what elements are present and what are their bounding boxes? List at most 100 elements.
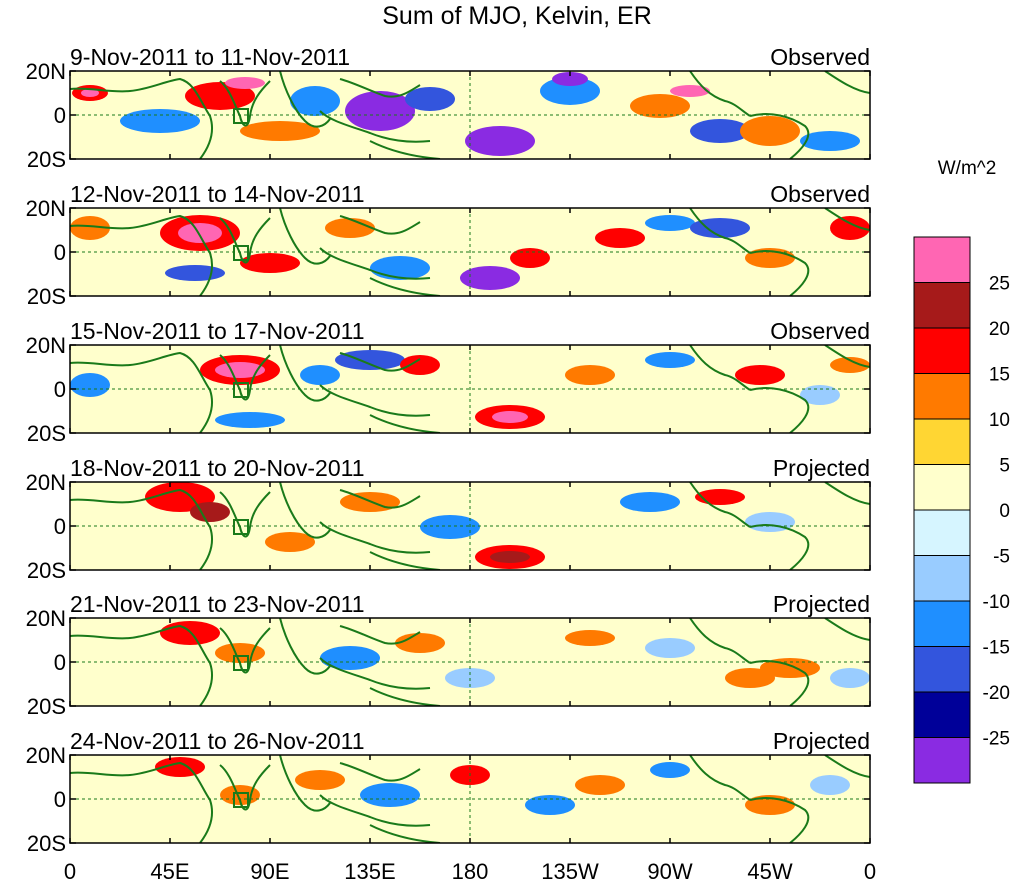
anomaly-contour	[215, 412, 285, 428]
coastline	[279, 755, 331, 812]
anomaly-contour	[670, 85, 710, 97]
longitude-tick-label: 180	[452, 859, 489, 884]
colorbar-tick-label: 0	[999, 501, 1010, 522]
anomaly-contour	[525, 795, 575, 815]
map-panel: 24-Nov-2011 to 26-Nov-2011 Projected 20N 0 2…	[26, 728, 871, 856]
anomaly-contour	[405, 87, 455, 111]
latitude-tick-label: 20N	[26, 196, 66, 221]
coastline	[824, 345, 870, 368]
anomaly-contour	[465, 126, 535, 156]
colorbar-units: W/m^2	[938, 158, 997, 179]
colorbar-swatch	[913, 464, 971, 511]
coastline	[824, 755, 870, 778]
region-box	[233, 108, 249, 124]
coastline	[279, 345, 331, 402]
colorbar-tick-label: 15	[989, 365, 1010, 386]
anomaly-contour	[540, 77, 600, 105]
region-box	[233, 792, 249, 808]
coastline	[70, 761, 213, 843]
latitude-tick-label: 0	[54, 103, 66, 128]
coastline	[219, 217, 271, 264]
colorbar-swatch	[913, 646, 971, 693]
coastline	[339, 489, 421, 509]
coastline	[689, 208, 751, 254]
anomaly-contour	[300, 365, 340, 385]
anomaly-contour	[690, 119, 750, 143]
colorbar-tick-label: -5	[993, 547, 1010, 568]
coastline	[689, 345, 751, 391]
anomaly-contour	[325, 218, 375, 238]
anomaly-contour	[830, 357, 870, 373]
colorbar-tick-label: -15	[983, 638, 1010, 659]
latitude-tick-label: 20S	[27, 147, 66, 172]
latitude-tick-label: 0	[54, 514, 66, 539]
map-panel: 18-Nov-2011 to 20-Nov-2011 Projected 20N 0 2…	[26, 455, 871, 583]
anomaly-contour	[575, 775, 625, 795]
region-box	[233, 382, 249, 398]
panel-status: Observed	[770, 318, 870, 344]
coastline	[749, 524, 810, 570]
coastline	[339, 215, 421, 235]
coastline	[339, 762, 421, 782]
colorbar-tick-label: -10	[983, 592, 1010, 613]
anomaly-contour	[70, 216, 110, 240]
anomaly-contour	[735, 365, 785, 385]
coastline	[70, 351, 213, 433]
map-panels: 9-Nov-2011 to 11-Nov-2011 Observed 20N 0 20S…	[26, 44, 871, 856]
panel-date-range: 18-Nov-2011 to 20-Nov-2011	[70, 455, 365, 481]
colorbar: W/m^2 25 20 15 10 5 0 -5 -10 -15 -20 -25	[913, 158, 1010, 784]
anomaly-contour	[810, 775, 850, 795]
coastline	[279, 482, 331, 539]
anomaly-contour	[830, 668, 870, 688]
coastline	[689, 71, 751, 117]
figure-title: Sum of MJO, Kelvin, ER	[382, 2, 652, 30]
anomaly-contour	[552, 72, 588, 86]
coastline	[749, 387, 810, 433]
panel-date-range: 9-Nov-2011 to 11-Nov-2011	[70, 44, 350, 70]
anomaly-contour	[690, 218, 750, 238]
anomaly-contour	[320, 646, 380, 670]
coastline	[70, 488, 213, 570]
latitude-tick-label: 20S	[27, 831, 66, 856]
map-field	[69, 754, 871, 844]
coastline	[689, 618, 751, 664]
panel-status: Observed	[770, 181, 870, 207]
coastline	[824, 71, 870, 94]
anomaly-contour	[370, 256, 430, 280]
longitude-tick-label: 90W	[647, 859, 692, 884]
colorbar-swatch	[913, 282, 971, 329]
anomaly-contour	[240, 121, 320, 141]
coastline	[689, 482, 751, 528]
latitude-tick-label: 0	[54, 240, 66, 265]
panel-status: Observed	[770, 44, 870, 70]
map-field	[69, 481, 871, 571]
colorbar-swatch	[913, 327, 971, 374]
map-field	[69, 344, 871, 434]
anomaly-contour	[492, 411, 528, 423]
anomaly-contour	[620, 492, 680, 512]
latitude-tick-label: 20N	[26, 59, 66, 84]
anomaly-contour	[335, 350, 405, 370]
anomaly-contour	[240, 253, 300, 273]
coastline	[824, 618, 870, 641]
coastline	[319, 247, 431, 280]
colorbar-swatch	[913, 509, 971, 556]
map-panel: 9-Nov-2011 to 11-Nov-2011 Observed 20N 0 20S	[26, 44, 871, 172]
latitude-tick-label: 20S	[27, 421, 66, 446]
coastline	[219, 491, 271, 538]
colorbar-tick-label: 20	[989, 319, 1010, 340]
colorbar-tick-label: -20	[983, 683, 1010, 704]
map-field	[69, 617, 871, 707]
anomaly-contour	[225, 77, 265, 89]
colorbar-swatch	[913, 555, 971, 602]
anomaly-contour	[810, 494, 850, 510]
anomaly-contour	[81, 89, 99, 97]
anomaly-contour	[400, 355, 440, 375]
anomaly-contour	[395, 633, 445, 653]
coastline	[824, 482, 870, 505]
anomaly-contour	[630, 94, 690, 118]
latitude-tick-label: 20N	[26, 743, 66, 768]
anomaly-contour	[725, 668, 775, 688]
panel-status: Projected	[773, 455, 870, 481]
